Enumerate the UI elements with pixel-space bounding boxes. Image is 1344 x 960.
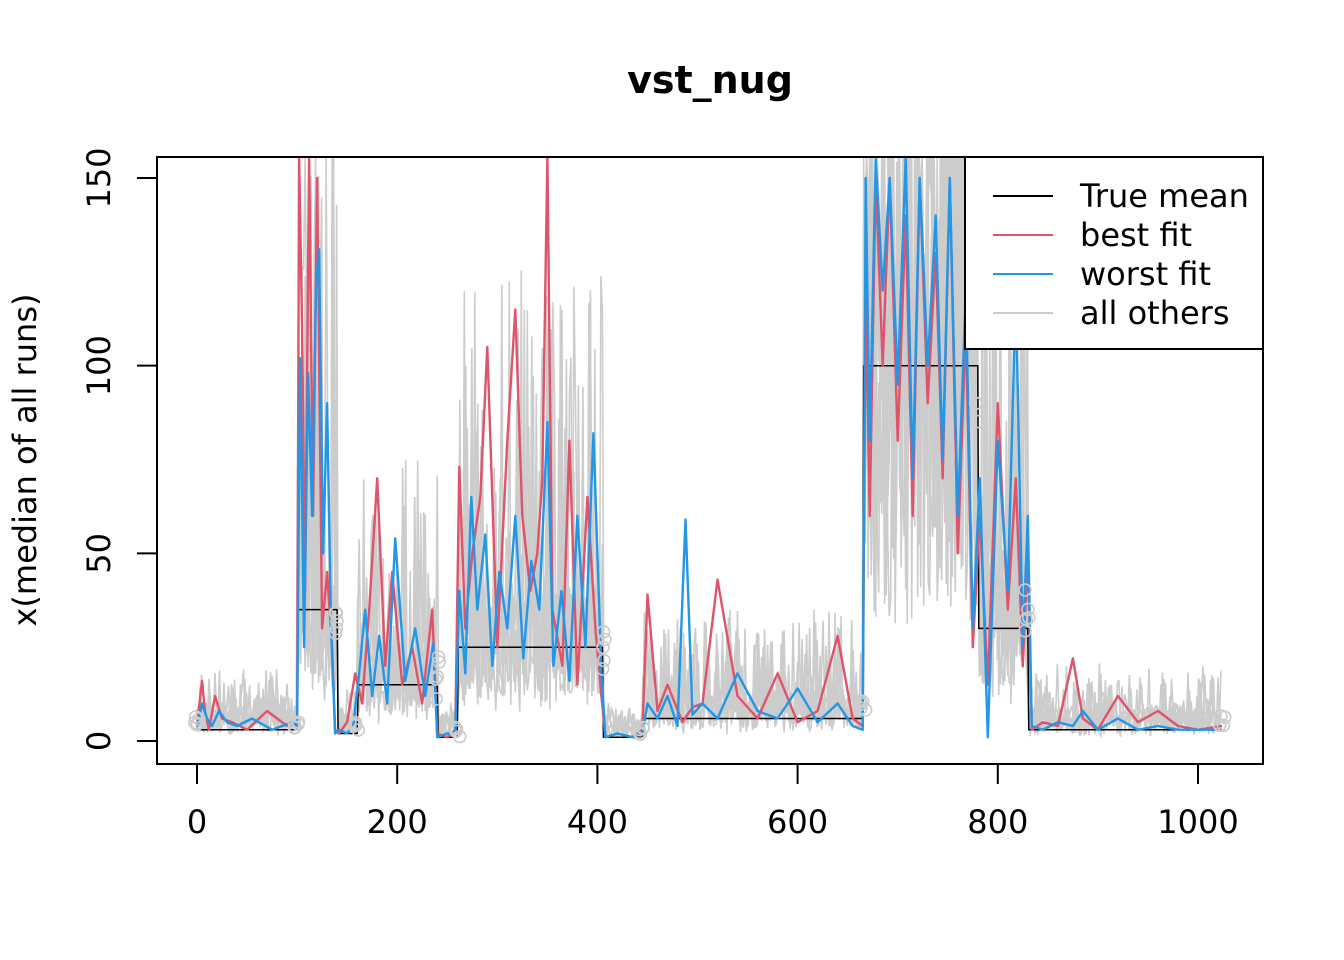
legend-label-true-mean: True mean bbox=[1079, 177, 1249, 215]
x-tick-label: 0 bbox=[187, 803, 207, 841]
marker-circle bbox=[431, 650, 446, 664]
x-tick-label: 200 bbox=[367, 803, 428, 841]
marker-circle bbox=[1022, 610, 1036, 625]
marker-circle bbox=[328, 626, 343, 641]
worst-fit-line bbox=[195, 155, 1222, 739]
marker-circle bbox=[1212, 718, 1227, 733]
legend-label-best-fit: best fit bbox=[1080, 216, 1192, 254]
marker-circle bbox=[188, 710, 203, 724]
y-tick-label: 0 bbox=[80, 731, 118, 751]
marker-circle bbox=[598, 632, 612, 647]
marker-circle bbox=[429, 692, 443, 706]
marker-circle bbox=[597, 653, 611, 668]
x-axis: 0 200 400 600 800 1000 bbox=[187, 763, 1239, 841]
x-tick-label: 1000 bbox=[1157, 803, 1238, 841]
marker-circle bbox=[188, 715, 202, 730]
y-tick-label: 100 bbox=[80, 335, 118, 396]
x-tick-label: 600 bbox=[767, 803, 828, 841]
marker-circle bbox=[428, 672, 443, 686]
marker-circle bbox=[596, 640, 610, 655]
marker-circle bbox=[329, 606, 344, 620]
legend-label-worst-fit: worst fit bbox=[1080, 255, 1211, 293]
marker-circle bbox=[1018, 623, 1032, 638]
marker-circle bbox=[1021, 602, 1035, 617]
marker-circle bbox=[452, 729, 467, 744]
marker-circle bbox=[595, 662, 610, 676]
marker-circle bbox=[855, 694, 870, 709]
marker-circle bbox=[1018, 583, 1032, 597]
marker-circle bbox=[970, 414, 985, 429]
marker-circle bbox=[596, 624, 611, 639]
marker-circle bbox=[192, 712, 206, 726]
legend-label-all-others: all others bbox=[1080, 294, 1229, 332]
marker-circles bbox=[188, 181, 1232, 744]
marker-circle bbox=[430, 669, 445, 684]
marker-circle bbox=[633, 727, 648, 742]
y-axis: 0 50 100 150 bbox=[80, 147, 158, 751]
marker-circle bbox=[287, 715, 302, 730]
marker-circle bbox=[349, 718, 363, 732]
marker-circle bbox=[287, 720, 302, 735]
marker-circle bbox=[636, 720, 650, 735]
marker-circle bbox=[1214, 709, 1228, 723]
all-others-line-4 bbox=[196, 156, 1222, 740]
y-tick-label: 50 bbox=[80, 533, 118, 574]
x-tick-label: 800 bbox=[967, 803, 1028, 841]
y-tick-label: 150 bbox=[80, 147, 118, 208]
marker-circle bbox=[432, 655, 446, 669]
marker-circle bbox=[968, 396, 983, 411]
chart-title: vst_nug bbox=[627, 58, 793, 102]
legend-box bbox=[964, 156, 1264, 350]
marker-circle bbox=[329, 621, 344, 636]
y-axis-label: x(median of all runs) bbox=[6, 294, 44, 627]
x-tick-label: 400 bbox=[567, 803, 628, 841]
